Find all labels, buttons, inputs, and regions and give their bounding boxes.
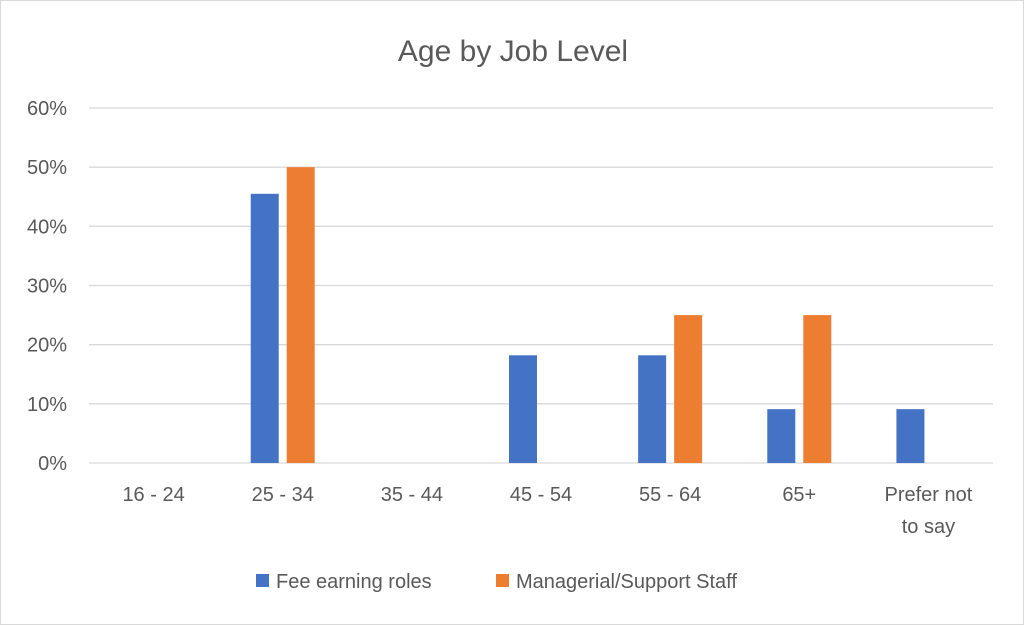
x-tick-label: 25 - 34: [252, 484, 314, 506]
bar-managerial-4: [674, 315, 703, 463]
bar-fee-earning-3: [509, 355, 537, 463]
chart-title: Age by Job Level: [398, 35, 628, 68]
legend: Fee earning roles Managerial/Support Staf…: [256, 571, 737, 593]
bar-managerial-1: [286, 167, 315, 463]
bars: [250, 167, 925, 463]
bar-fee-earning-5: [767, 409, 796, 463]
y-tick-label: 10%: [27, 394, 67, 416]
y-tick-label: 40%: [27, 216, 67, 238]
y-tick-label: 20%: [27, 335, 67, 357]
x-tick-label: 65+: [782, 484, 816, 506]
x-axis-ticks: 16 - 24 25 - 34 35 - 44 45 - 54 55 - 64 65+ Pr…: [122, 484, 972, 538]
legend-label: Fee earning roles: [276, 571, 432, 593]
bar-fee-earning-6: [896, 409, 925, 463]
gridlines: [89, 107, 993, 464]
y-tick-label: 50%: [27, 157, 67, 179]
legend-swatch: [496, 574, 509, 587]
y-axis-ticks: 0% 10% 20% 30% 40% 50% 60%: [27, 98, 67, 475]
legend-swatch: [256, 574, 269, 587]
bar-managerial-5: [803, 315, 832, 463]
x-tick-label: 35 - 44: [381, 484, 443, 506]
bar-fee-earning-1: [250, 193, 279, 463]
y-tick-label: 30%: [27, 276, 67, 298]
bar-fee-earning-4: [638, 355, 667, 463]
y-tick-label: 60%: [27, 98, 67, 120]
y-tick-label: 0%: [38, 453, 67, 475]
legend-label: Managerial/Support Staff: [516, 571, 737, 593]
x-tick-label: Prefer not to say: [885, 484, 973, 538]
x-tick-label: 45 - 54: [510, 484, 572, 506]
x-tick-label: 16 - 24: [122, 484, 184, 506]
x-tick-label: 55 - 64: [639, 484, 701, 506]
